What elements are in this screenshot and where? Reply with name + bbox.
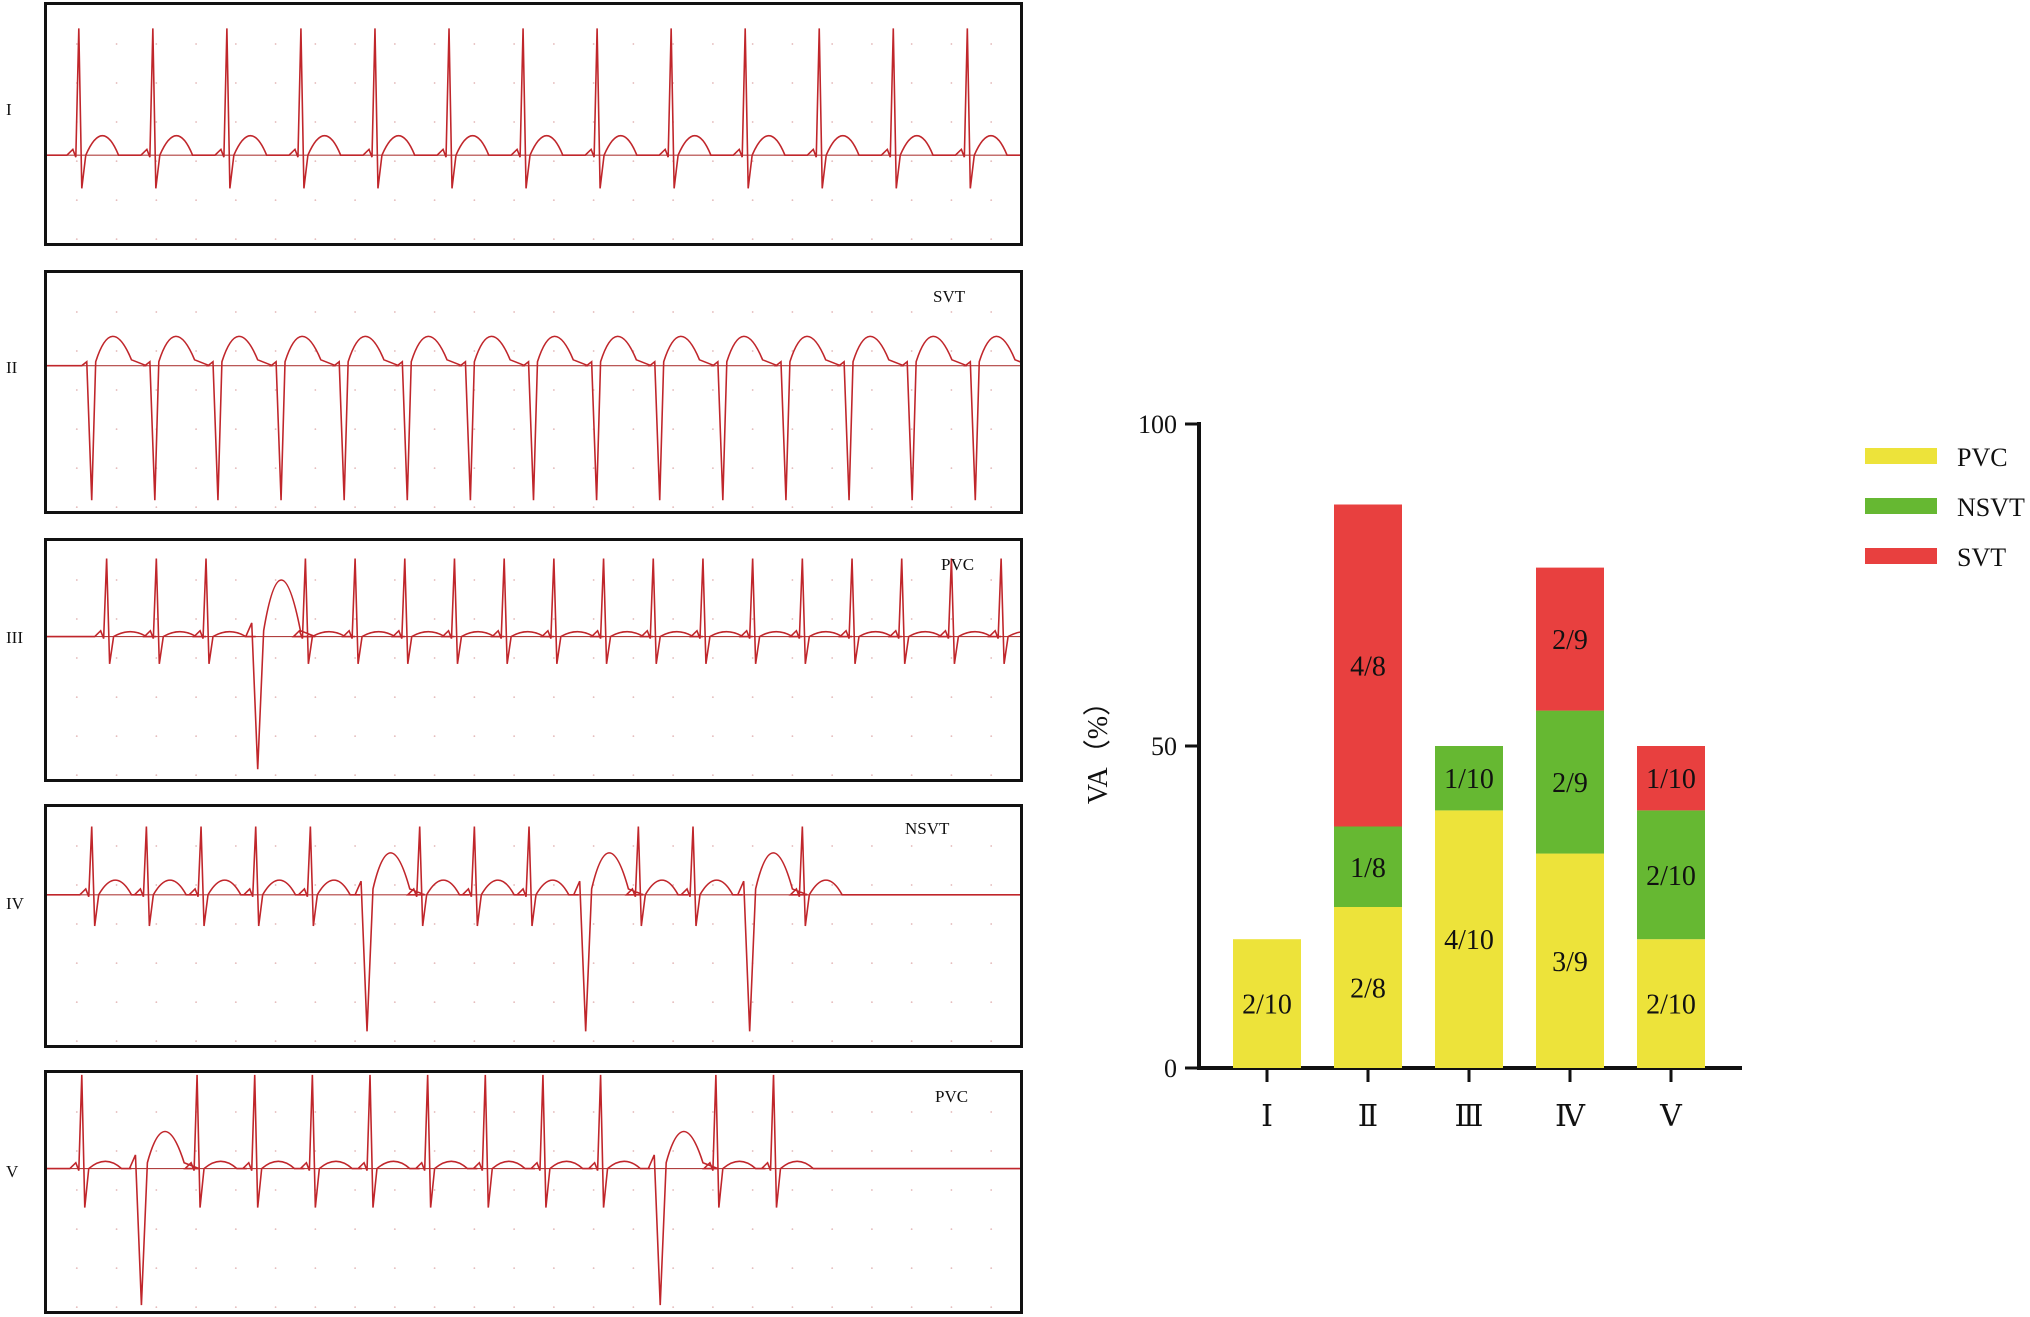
ecg-strip-2: SVT <box>44 270 1023 514</box>
bar-segment-pvc <box>1637 939 1705 1068</box>
ecg-trace-1 <box>47 28 1020 240</box>
bar-segment-pvc <box>1536 853 1604 1068</box>
y-axis-label: VA（%） <box>1082 688 1114 804</box>
bar-segment-svt <box>1334 504 1402 827</box>
bar-segment-nsvt <box>1536 710 1604 854</box>
legend-label-nsvt: NSVT <box>1957 493 2025 522</box>
ecg-waveform <box>47 335 1020 501</box>
legend-swatch-nsvt <box>1865 498 1937 514</box>
ecg-waveform <box>47 558 1020 770</box>
ecg-event-label-5: PVC <box>935 1087 969 1106</box>
x-tick-label: Ⅲ <box>1455 1100 1484 1133</box>
ecg-grid-dots <box>75 1111 993 1308</box>
bar-segment-pvc <box>1435 810 1503 1068</box>
y-tick-label: 0 <box>1164 1054 1177 1083</box>
ecg-strip-3: PVC <box>44 538 1023 782</box>
bar-data-label: 4/8 <box>1350 652 1386 683</box>
bar-data-label: 2/10 <box>1646 861 1696 892</box>
x-tick-label: Ⅱ <box>1358 1100 1378 1133</box>
y-tick-label: 100 <box>1138 410 1177 439</box>
ecg-waveform <box>47 1074 1020 1306</box>
ecg-event-label-3: PVC <box>941 555 975 574</box>
ecg-trace-5 <box>47 1074 1020 1308</box>
bar-data-label: 2/10 <box>1646 990 1696 1021</box>
ecg-row-label-3: III <box>6 628 23 647</box>
bar-data-label: 4/10 <box>1444 925 1494 956</box>
ecg-trace-4 <box>47 826 1020 1042</box>
legend-label-pvc: PVC <box>1957 443 2008 472</box>
bar-data-label: 2/10 <box>1242 990 1292 1021</box>
ecg-row-label-4: IV <box>6 894 24 913</box>
bar-data-label: 1/8 <box>1350 853 1386 884</box>
ecg-waveform <box>47 826 1020 1032</box>
y-tick-label: 50 <box>1151 732 1177 761</box>
ecg-row-label-5: V <box>6 1162 19 1181</box>
ecg-trace-2 <box>47 311 1020 508</box>
bar-segment-svt <box>1637 746 1705 811</box>
bar-segment-pvc <box>1334 907 1402 1068</box>
bar-segment-nsvt <box>1334 826 1402 907</box>
legend-swatch-pvc <box>1865 448 1937 464</box>
bar-segment-svt <box>1536 567 1604 711</box>
bar-data-label: 2/9 <box>1552 625 1588 656</box>
ecg-waveform <box>47 28 1020 189</box>
ecg-strip-1 <box>44 2 1023 246</box>
bar-segment-nsvt <box>1435 746 1503 811</box>
bar-data-label: 2/8 <box>1350 974 1386 1005</box>
ecg-grid-dots <box>75 43 993 240</box>
legend-label-svt: SVT <box>1957 543 2006 572</box>
legend-swatch-svt <box>1865 548 1937 564</box>
bar-data-label: 3/9 <box>1552 947 1588 978</box>
ecg-event-label-2: SVT <box>933 287 966 306</box>
bar-segment-pvc <box>1233 939 1301 1068</box>
bar-segment-nsvt <box>1637 810 1705 940</box>
bar-data-label: 1/10 <box>1646 764 1696 795</box>
ecg-row-label-2: II <box>6 358 18 377</box>
x-tick-label: Ⅰ <box>1261 1100 1273 1133</box>
ecg-grid-dots <box>75 845 993 1042</box>
ecg-row-label-1: I <box>6 100 12 119</box>
bar-data-label: 1/10 <box>1444 764 1494 795</box>
ecg-strip-4: NSVT <box>44 804 1023 1048</box>
ecg-event-label-4: NSVT <box>905 819 950 838</box>
bar-data-label: 2/9 <box>1552 768 1588 799</box>
ecg-strip-5: PVC <box>44 1070 1023 1314</box>
ecg-trace-3 <box>47 558 1020 776</box>
x-tick-label: Ⅳ <box>1555 1100 1586 1133</box>
x-tick-label: Ⅴ <box>1659 1100 1683 1133</box>
ecg-grid-dots <box>75 579 993 776</box>
